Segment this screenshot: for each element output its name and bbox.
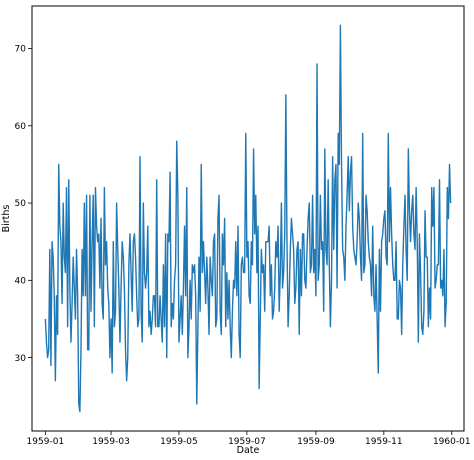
plot-area-frame bbox=[31, 5, 465, 432]
x-tick-label: 1959-01 bbox=[27, 437, 65, 447]
x-axis-title: Date bbox=[237, 445, 260, 456]
x-tick-label: 1959-09 bbox=[297, 437, 335, 447]
y-tick-label: 70 bbox=[15, 45, 27, 55]
births-series-line bbox=[44, 24, 452, 413]
x-tick-label: 1959-03 bbox=[92, 437, 130, 447]
x-axis-ticks: 1959-01 1959-03 1959-05 1959-07 1959-09 1959-… bbox=[27, 431, 471, 447]
y-tick-label: 40 bbox=[15, 277, 27, 287]
y-tick-label: 50 bbox=[15, 199, 27, 209]
y-tick-label: 30 bbox=[15, 354, 27, 364]
y-tick-label: 60 bbox=[15, 122, 27, 132]
x-tick-label: 1959-11 bbox=[365, 437, 403, 447]
x-tick-label: 1959-07 bbox=[228, 437, 266, 447]
y-axis-title: Births bbox=[1, 205, 12, 233]
x-tick-label: 1960-01 bbox=[433, 437, 471, 447]
x-tick-label: 1959-05 bbox=[160, 437, 198, 447]
y-axis-ticks: 30 40 50 60 70 bbox=[15, 45, 32, 364]
